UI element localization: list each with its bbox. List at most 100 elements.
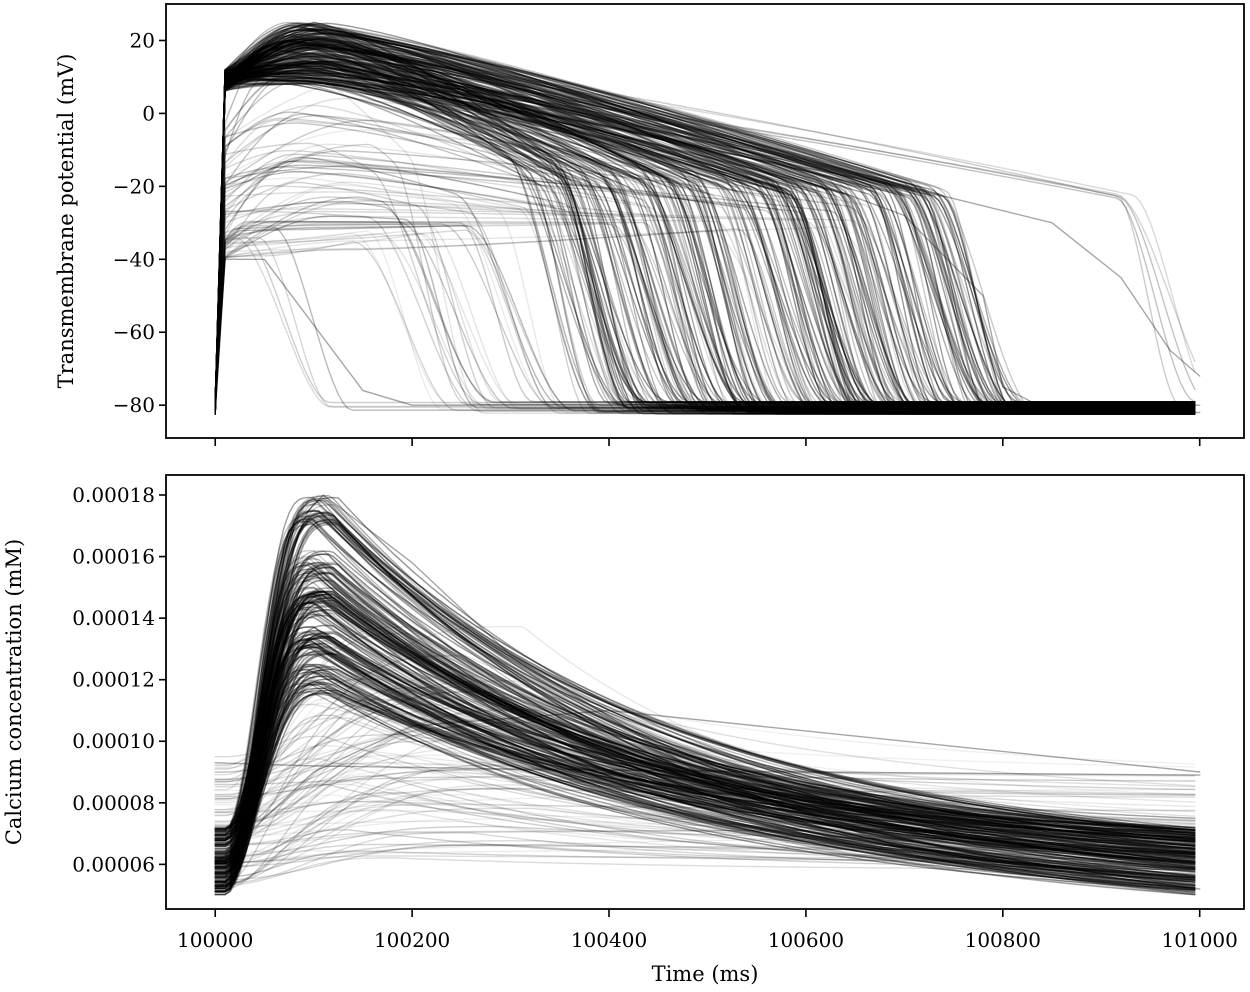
calcium-trace — [214, 637, 1196, 879]
voltage-trace — [214, 29, 1196, 404]
calcium-trace — [214, 520, 1196, 837]
voltage-trace — [214, 46, 1196, 415]
calcium-trace — [214, 835, 1196, 853]
voltage-trace — [214, 170, 1196, 411]
voltage-trace — [214, 59, 1196, 415]
calcium-trace — [214, 697, 1196, 828]
voltage-trace — [214, 24, 1196, 409]
calcium-trace — [214, 792, 1196, 886]
voltage-trace — [214, 64, 1196, 404]
calcium-trace — [214, 676, 1196, 881]
voltage-trace — [214, 150, 1196, 408]
voltage-trace — [214, 73, 1196, 412]
voltage-trace — [214, 72, 1196, 415]
voltage-trace — [214, 71, 1196, 407]
calcium-trace — [214, 663, 1196, 840]
calcium-trace — [214, 680, 1196, 859]
calcium-trace — [214, 697, 1196, 824]
voltage-trace — [214, 65, 1196, 415]
calcium-trace — [214, 602, 1196, 850]
voltage-trace — [214, 74, 1196, 411]
voltage-trace — [214, 157, 1196, 407]
calcium-trace — [214, 647, 1196, 864]
voltage-trace — [214, 33, 1196, 408]
calcium-trace — [214, 654, 1196, 862]
voltage-y-tick-label: −80 — [113, 393, 155, 417]
calcium-trace — [214, 601, 1196, 842]
voltage-trace — [214, 70, 1196, 409]
calcium-trace — [214, 597, 1196, 877]
calcium-trace — [214, 518, 1196, 863]
calcium-trace — [214, 496, 1196, 878]
voltage-trace — [214, 104, 1196, 404]
voltage-trace — [214, 26, 1196, 410]
voltage-trace — [214, 72, 1196, 414]
voltage-trace — [214, 77, 1196, 406]
calcium-panel: 0.00018 0.00016 0.00014 0.00012 0.00010 0.000… — [2, 474, 1245, 986]
voltage-trace — [214, 77, 1196, 414]
calcium-trace — [214, 555, 1196, 883]
calcium-trace — [214, 776, 1196, 796]
calcium-trace — [214, 561, 1196, 891]
calcium-trace — [214, 761, 1196, 792]
calcium-trace — [214, 497, 1196, 870]
calcium-trace — [214, 714, 1196, 842]
voltage-trace — [214, 63, 1196, 410]
voltage-trace — [214, 63, 1196, 405]
calcium-trace — [214, 591, 1196, 886]
voltage-trace — [214, 228, 1196, 405]
calcium-trace — [214, 673, 1196, 871]
voltage-trace — [214, 203, 1196, 404]
voltage-trace — [214, 39, 1196, 415]
calcium-trace — [214, 499, 1196, 863]
calcium-trace — [214, 640, 1196, 870]
calcium-trace — [214, 521, 1196, 855]
voltage-trace — [214, 69, 1196, 408]
voltage-trace — [214, 78, 1196, 406]
voltage-trace — [214, 224, 1196, 411]
calcium-trace — [214, 550, 1196, 842]
voltage-trace — [214, 32, 1196, 410]
calcium-trace — [214, 733, 1196, 808]
voltage-trace — [214, 165, 1196, 405]
voltage-trace — [214, 233, 1196, 410]
voltage-trace — [214, 78, 1196, 412]
calcium-trace — [214, 600, 1196, 887]
calcium-trace — [214, 594, 1196, 854]
calcium-trace — [214, 511, 1196, 892]
voltage-trace — [214, 129, 1196, 405]
voltage-trace — [214, 220, 1196, 410]
voltage-trace — [214, 77, 1196, 411]
voltage-trace — [214, 79, 1196, 413]
calcium-trace — [214, 645, 1196, 869]
voltage-trace — [214, 34, 1196, 404]
voltage-representative-trace — [214, 258, 1201, 414]
voltage-trace — [214, 49, 1196, 415]
calcium-trace — [214, 775, 1196, 836]
voltage-trace — [214, 33, 1196, 408]
calcium-trace — [214, 673, 1196, 864]
voltage-trace — [214, 75, 1196, 414]
calcium-trace — [214, 829, 1196, 846]
voltage-trace — [214, 45, 1196, 409]
voltage-trace — [214, 26, 1196, 404]
calcium-trace — [214, 580, 1196, 883]
voltage-trace — [214, 71, 1196, 404]
voltage-trace — [214, 44, 1196, 411]
voltage-trace — [214, 48, 1196, 408]
voltage-trace — [214, 65, 1196, 410]
calcium-trace — [214, 744, 1196, 811]
voltage-trace — [214, 119, 1196, 407]
voltage-trace — [214, 72, 1196, 411]
voltage-trace — [214, 44, 1196, 413]
voltage-trace — [214, 67, 1196, 407]
calcium-trace — [214, 567, 1196, 887]
calcium-trace — [214, 614, 1196, 879]
voltage-trace — [214, 71, 1196, 415]
voltage-trace — [214, 230, 1196, 405]
voltage-trace — [214, 156, 1196, 408]
calcium-x-tick-label: 100200 — [374, 928, 450, 952]
calcium-trace — [214, 550, 1196, 891]
calcium-x-tick-label: 100800 — [965, 928, 1041, 952]
calcium-trace — [214, 499, 1196, 889]
